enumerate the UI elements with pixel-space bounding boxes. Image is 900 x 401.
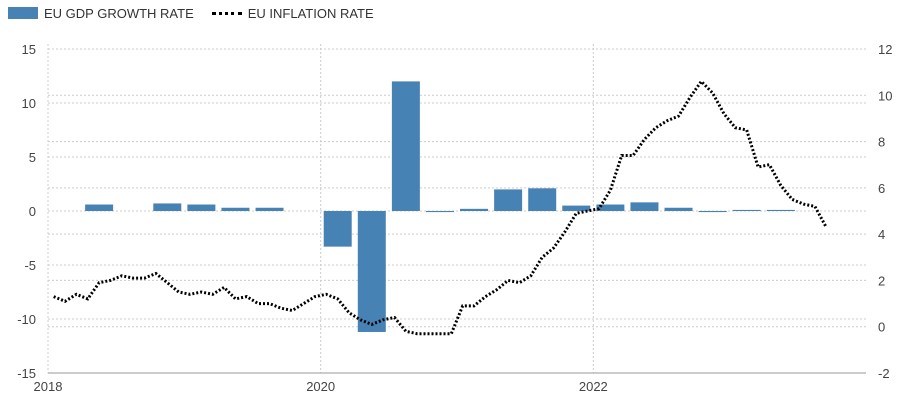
y-tick-label-right: 12 [878,42,892,57]
gdp-bar [460,208,489,211]
y-tick-label-left: -10 [17,312,36,327]
gdp-bar [732,209,761,211]
y-tick-label-left: -15 [17,366,36,381]
y-tick-label-right: -2 [878,366,890,381]
gdp-bar [562,205,591,211]
x-tick-label: 2020 [306,379,335,394]
legend-label-inflation: EU INFLATION RATE [247,5,374,21]
y-tick-label-right: 8 [878,135,885,150]
gdp-bar [494,189,523,211]
gdp-bar [596,204,625,211]
y-tick-label-left: 5 [29,150,36,165]
y-tick-label-right: 6 [878,181,885,196]
gdp-bar [153,203,182,211]
gdp-bar [425,211,454,213]
gdp-bar [698,211,727,213]
gdp-bar [187,204,216,211]
legend-label-gdp: EU GDP GROWTH RATE [44,5,194,21]
gdp-bar [323,211,352,247]
gdp-bar [630,202,659,211]
y-tick-label-left: 0 [29,204,36,219]
legend-item-gdp[interactable]: EU GDP GROWTH RATE [8,6,194,21]
legend-swatch-inflation [211,11,242,15]
y-tick-label-right: 10 [878,88,892,103]
y-tick-label-right: 0 [878,320,885,335]
y-tick-label-left: 10 [22,96,36,111]
x-tick-label: 2018 [34,379,63,394]
y-tick-label-left: 15 [22,42,36,57]
y-tick-label-right: 4 [878,227,885,242]
gdp-bar [664,207,693,211]
legend: EU GDP GROWTH RATE EU INFLATION RATE [8,4,392,22]
gdp-bar [766,209,795,211]
y-tick-label-right: 2 [878,273,885,288]
gdp-bar [85,204,114,211]
gdp-bar [391,81,420,212]
legend-swatch-gdp [8,7,38,19]
legend-item-inflation[interactable]: EU INFLATION RATE [211,5,374,21]
x-tick-label: 2022 [579,379,608,394]
gdp-bar [221,207,250,211]
inflation-line [53,79,828,336]
gdp-bar [528,188,557,211]
gdp-bar [357,211,386,332]
gdp-bar [255,207,284,211]
y-tick-label-left: -5 [24,258,36,273]
